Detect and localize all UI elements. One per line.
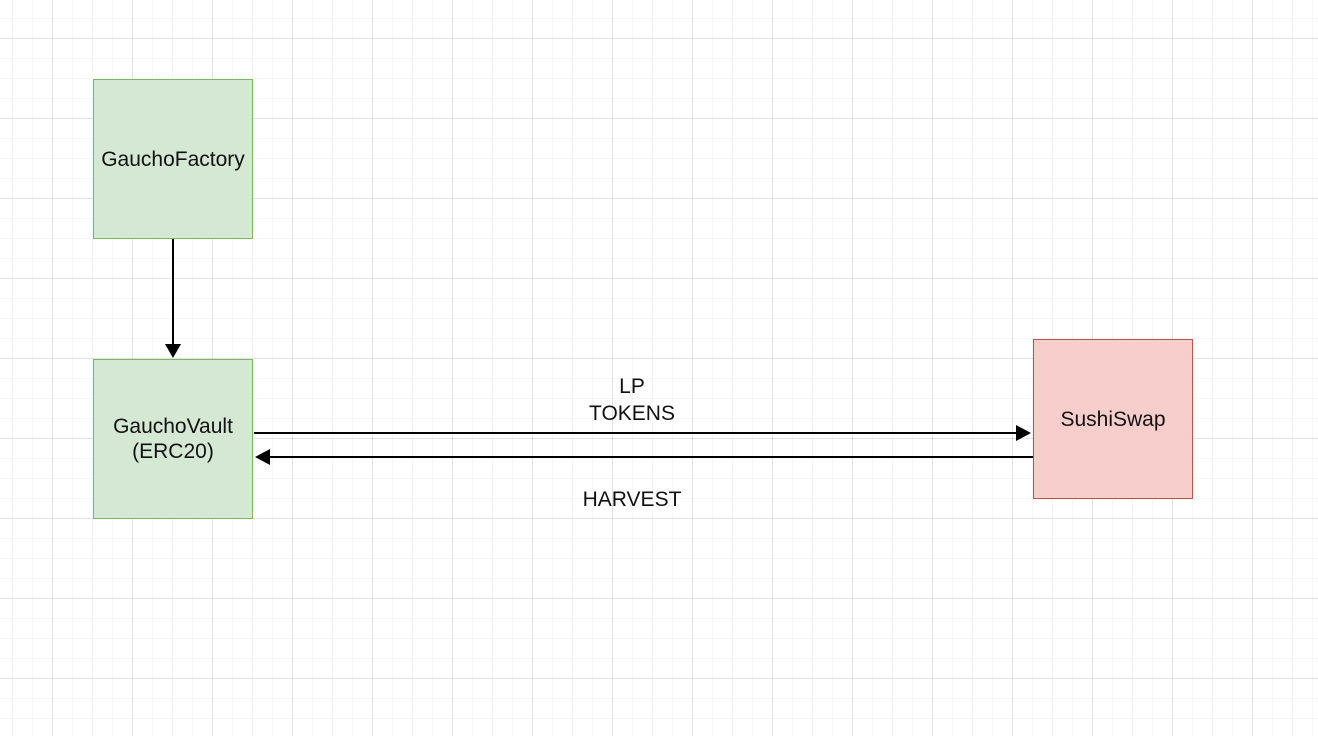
arrowhead-right-icon <box>1016 425 1031 441</box>
edge-label-lp-tokens[interactable]: LP TOKENS <box>589 375 675 425</box>
arrowhead-left-icon <box>255 449 270 465</box>
node-gaucho-vault-label: GauchoVault (ERC20) <box>113 415 233 463</box>
arrowhead-down-icon <box>165 344 181 358</box>
edge-label-harvest[interactable]: HARVEST <box>582 488 682 511</box>
node-gaucho-factory[interactable]: GauchoFactory <box>93 79 253 239</box>
node-sushiswap[interactable]: SushiSwap <box>1033 339 1193 499</box>
node-sushiswap-label: SushiSwap <box>1060 407 1166 431</box>
node-gaucho-vault[interactable]: GauchoVault (ERC20) <box>93 359 253 519</box>
node-gaucho-factory-label: GauchoFactory <box>101 147 245 171</box>
